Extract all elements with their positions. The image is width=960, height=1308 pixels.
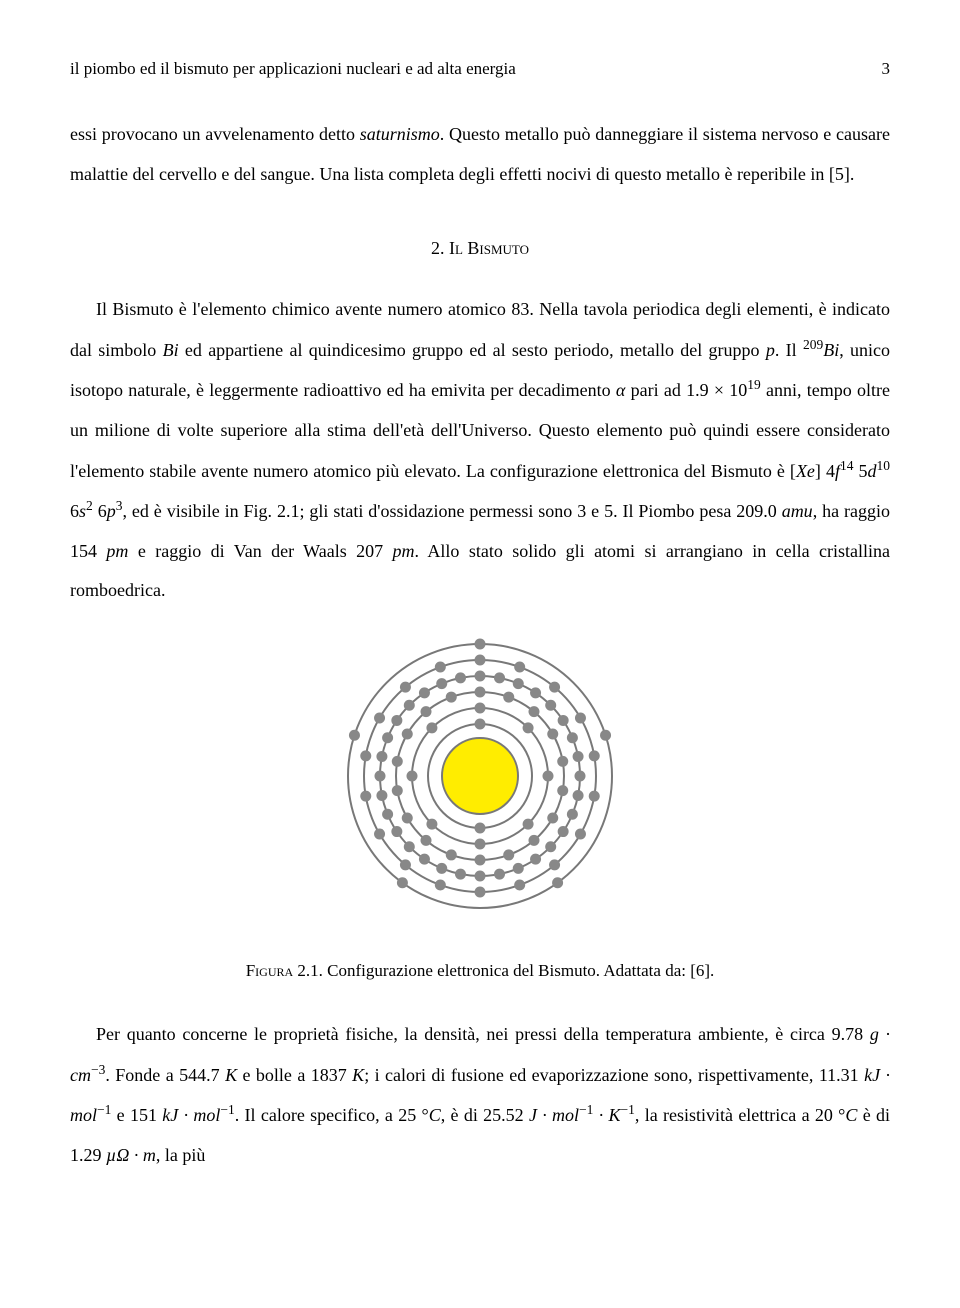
p1-a: essi provocano un avvelenamento detto — [70, 124, 360, 144]
p2-exp19: 19 — [747, 377, 761, 392]
p3-t8: , la resistività elettrica a 20 ° — [635, 1105, 845, 1125]
p2-t11: , ed è visibile in Fig. 2.1; gli stati d… — [122, 501, 781, 521]
p2-t8: 5 — [853, 461, 867, 481]
p2-t7: ] 4 — [815, 461, 835, 481]
p2-pm2: pm — [393, 541, 415, 561]
p1-italic: saturnismo — [360, 124, 440, 144]
paragraph-1: essi provocano un avvelenamento detto sa… — [70, 115, 890, 194]
paragraph-3: Per quanto concerne le proprietà fisiche… — [70, 1015, 890, 1175]
p3-t2: . Fonde a 544.7 — [105, 1065, 225, 1085]
p3-en1a: −1 — [97, 1102, 111, 1117]
p2-alpha: α — [616, 380, 625, 400]
p2-t2: ed appartiene al quindicesimo gruppo ed … — [179, 340, 766, 360]
paragraph-2: Il Bismuto è l'elemento chimico avente n… — [70, 290, 890, 611]
p3-k2: K — [352, 1065, 364, 1085]
p2-p2: p — [107, 501, 116, 521]
p3-t4: ; i calori di fusione ed evaporizzazione… — [364, 1065, 864, 1085]
page-number: 3 — [882, 50, 891, 87]
p3-dotk: · K — [593, 1105, 620, 1125]
p3-en1c: −1 — [579, 1102, 593, 1117]
p3-t1: Per quanto concerne le proprietà fisiche… — [96, 1024, 870, 1044]
p2-pm1: pm — [106, 541, 128, 561]
p2-p: p — [766, 340, 775, 360]
section-number: 2. — [431, 238, 445, 258]
p2-bi: Bi — [163, 340, 179, 360]
p2-t3: . Il — [775, 340, 803, 360]
figure-caption-text: Configurazione elettronica del Bismuto. … — [327, 961, 714, 980]
p3-t10: , la più — [156, 1145, 206, 1165]
p2-t5: pari ad 1.9 × 10 — [625, 380, 747, 400]
p2-d: d — [868, 461, 877, 481]
p3-jmk: J · mol — [529, 1105, 579, 1125]
p3-c1: C — [429, 1105, 441, 1125]
p2-amu: amu — [782, 501, 813, 521]
p3-t7: , è di 25.52 — [441, 1105, 529, 1125]
p2-t13: e raggio di Van der Waals 207 — [128, 541, 392, 561]
p2-s: s — [79, 501, 86, 521]
p3-k1: K — [225, 1065, 237, 1085]
p3-t6: . Il calore specifico, a 25 ° — [235, 1105, 429, 1125]
p2-t9: 6 — [70, 501, 79, 521]
p2-t10: 6 — [93, 501, 107, 521]
p2-xe: Xe — [796, 461, 815, 481]
section-heading: 2. Il Bismuto — [70, 229, 890, 269]
running-title: il piombo ed il bismuto per applicazioni… — [70, 50, 516, 87]
p3-en1d: −1 — [621, 1102, 635, 1117]
figure-caption: Figura 2.1. Configurazione elettronica d… — [70, 952, 890, 989]
p3-en1b: −1 — [220, 1102, 234, 1117]
section-title: Il Bismuto — [449, 238, 529, 258]
p3-c2: C — [845, 1105, 857, 1125]
p3-kj2: kJ · mol — [162, 1105, 220, 1125]
figure-bismuth-diagram — [70, 631, 890, 936]
figure-label: Figura 2.1. — [246, 961, 323, 980]
p3-t3: e bolle a 1837 — [237, 1065, 352, 1085]
p3-en3: −3 — [91, 1062, 105, 1077]
p2-bi2: Bi — [823, 340, 839, 360]
p2-e2: 2 — [86, 498, 93, 513]
p2-iso: 209 — [803, 337, 823, 352]
p3-mu: µΩ · m — [106, 1145, 156, 1165]
p3-t5: e 151 — [111, 1105, 162, 1125]
running-header: il piombo ed il bismuto per applicazioni… — [70, 50, 890, 87]
p2-e10: 10 — [877, 458, 891, 473]
p2-e14: 14 — [840, 458, 854, 473]
atom-diagram-icon — [335, 631, 625, 921]
